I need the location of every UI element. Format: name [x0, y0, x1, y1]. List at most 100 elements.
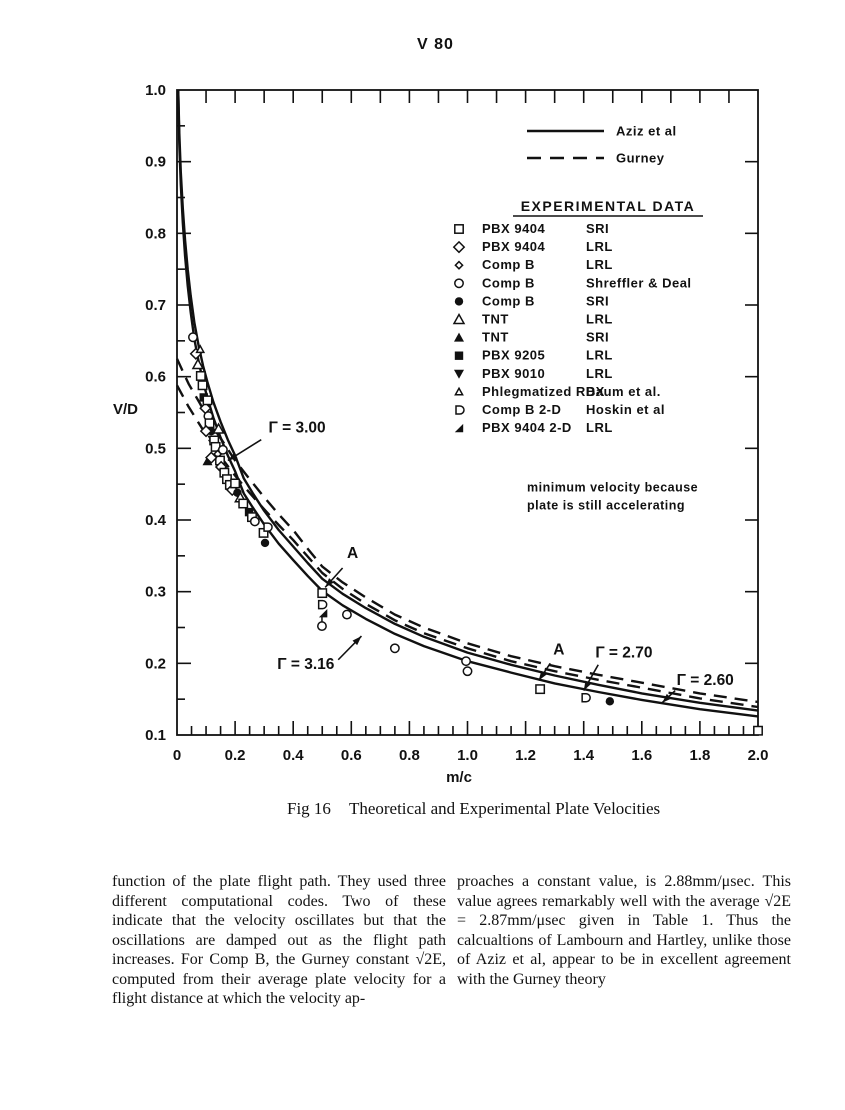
legend-entry: TNT SRI [454, 330, 609, 345]
data-point-filled-circle [605, 697, 615, 706]
data-point-open-square [238, 498, 249, 509]
annotation-label: Γ = 3.16 [277, 656, 335, 673]
annotation: Γ = 2.70 [583, 645, 652, 691]
data-point-open-d [263, 522, 273, 532]
y-tick-label: 0.4 [145, 512, 167, 529]
line-legend: Aziz et al Gurney [527, 124, 677, 166]
curve-aziz-3.16 [177, 89, 759, 718]
chart-note-line: minimum velocity because [527, 480, 698, 494]
x-tick-label: 0.8 [399, 747, 420, 764]
legend-entry-material: Comp B [482, 257, 535, 272]
data-point-open-circle [249, 516, 260, 527]
legend-entry: Comp B SRI [454, 293, 609, 308]
x-tick-label: 1.0 [457, 747, 478, 764]
legend-entry-material: Comp B [482, 275, 535, 290]
data-point-open-circle [217, 444, 228, 455]
annotation: A [324, 545, 358, 588]
chart-note-line: plate is still accelerating [527, 498, 685, 512]
legend-entry-source: LRL [586, 257, 613, 272]
legend-entry-source: LRL [586, 366, 613, 381]
data-point-filled-circle [260, 538, 270, 548]
x-tick-label: 0.2 [225, 747, 246, 764]
data-point-open-circle [462, 666, 473, 677]
chart-generated-content: 0 0.2 0.4 0.6 0.8 1.0 1.2 1.4 1.6 1.8 2.0 1.0 0.9 0.8… [145, 82, 768, 764]
legend-entry: PBX 9404 LRL [452, 239, 613, 254]
data-point-corner-filled-triangle [318, 608, 328, 618]
data-point-open-triangle [212, 422, 225, 434]
scatter-points [188, 332, 763, 736]
x-tick-label: 1.8 [689, 747, 710, 764]
x-tick-label: 0 [173, 747, 181, 764]
x-tick-label: 0.4 [283, 747, 305, 764]
data-point-open-d [581, 692, 591, 703]
legend-entry-source: LRL [586, 348, 613, 363]
data-point-open-square [202, 395, 213, 406]
legend-entry-source: Hoskin et al [586, 402, 665, 417]
legend-entry-material: PBX 9205 [482, 348, 545, 363]
curve-gurney-2.60 [175, 358, 759, 704]
curve-gurney-2.70 [175, 384, 759, 709]
axis-ticks [177, 90, 758, 735]
y-axis-label: V/D [113, 401, 138, 418]
data-point-open-circle [341, 609, 352, 620]
legend-entry: PBX 9205 LRL [454, 348, 613, 363]
data-point-open-square [230, 478, 241, 489]
legend-line-label: Aziz et al [616, 124, 677, 139]
x-tick-label: 0.6 [341, 747, 362, 764]
legend-entry-material: Comp B 2-D [482, 402, 561, 417]
data-point-circle-with-stem [317, 616, 327, 632]
legend-entry: PBX 9404 SRI [454, 221, 609, 236]
legend-entry-source: Shreffler & Deal [586, 275, 692, 290]
x-tick-label: 1.6 [631, 747, 652, 764]
y-tick-label: 0.3 [145, 584, 166, 601]
legend-entry: Comp B Shreffler & Deal [454, 275, 692, 290]
y-tick-label: 0.5 [145, 440, 166, 457]
data-point-small-open-triangle [195, 344, 206, 354]
data-point-open-diamond [199, 424, 213, 438]
data-point-open-square [753, 725, 763, 736]
annotation-label: Γ = 3.00 [269, 420, 326, 437]
x-tick-label: 1.4 [573, 747, 595, 764]
data-point-open-d [317, 599, 328, 610]
legend-entry-source: LRL [586, 312, 613, 327]
legend-entry: Comp B LRL [454, 257, 613, 272]
legend-entry-material: Phlegmatized RDX [482, 384, 605, 399]
legend-entry-source: SRI [586, 293, 609, 308]
chart-note: minimum velocity because plate is still a… [527, 480, 698, 512]
data-point-open-triangle [191, 357, 205, 370]
legend-entry-source: SRI [586, 330, 609, 345]
data-point-open-square [535, 684, 546, 695]
legend-entry: PBX 9404 2-D LRL [454, 420, 613, 435]
annotation: Γ = 3.00 [227, 420, 326, 462]
y-tick-label: 0.7 [145, 297, 166, 314]
body-text-right-column: proaches a constant value, is 2.88mm/μse… [457, 873, 791, 988]
data-point-open-square [197, 380, 208, 391]
legend-entry: PBX 9010 LRL [454, 366, 613, 381]
annotation-label: A [347, 545, 358, 562]
page-number: V 80 [417, 36, 454, 53]
x-tick-label: 1.2 [515, 747, 536, 764]
figure-caption-label: Fig 16 [287, 799, 331, 818]
data-point-open-circle [188, 332, 198, 343]
figure-16-chart: V/D m/c 0 0.2 0.4 0.6 0.8 1.0 1.2 1.4 1.6 1.8 2.0 1… [113, 82, 768, 786]
data-point-open-square [195, 371, 206, 381]
plot-frame [176, 89, 759, 736]
legend-entry-material: PBX 9404 [482, 221, 546, 236]
legend-entry-source: LRL [586, 420, 613, 435]
data-point-open-circle [461, 656, 471, 667]
legend-entry: TNT LRL [452, 312, 613, 327]
legend-entry-source: SRI [586, 221, 609, 236]
body-text-left-column: function of the plate flight path. They … [112, 873, 446, 1007]
legend-entry-source: LRL [586, 239, 613, 254]
y-tick-label: 0.6 [145, 369, 166, 386]
annotation: Γ = 3.16 [277, 635, 363, 673]
annotation: Γ = 2.60 [661, 672, 734, 704]
annotation: A [538, 642, 564, 681]
data-point-open-square [317, 588, 328, 599]
legend-line-label: Gurney [616, 151, 665, 166]
annotation-label: A [553, 642, 564, 659]
legend-entry-material: PBX 9404 [482, 239, 546, 254]
data-point-open-circle [389, 643, 400, 654]
legend-entry-material: PBX 9404 2-D [482, 420, 572, 435]
figure-caption-title: Theoretical and Experimental Plate Veloc… [348, 799, 661, 818]
